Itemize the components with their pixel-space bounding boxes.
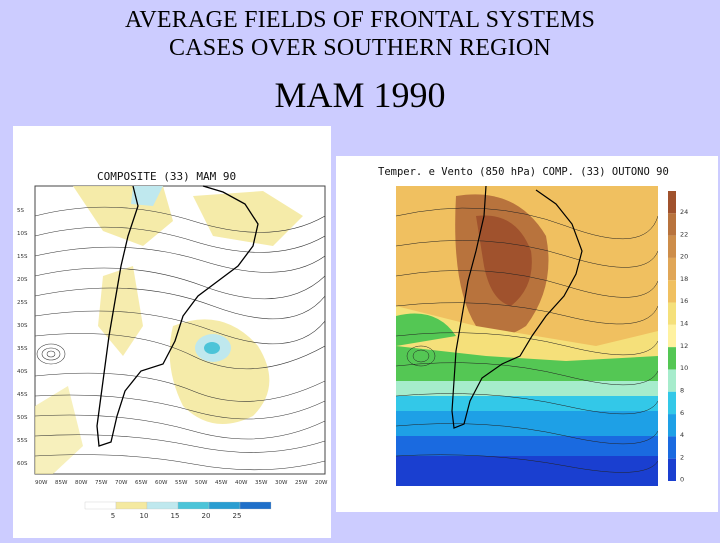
colorbar-swatch <box>668 369 676 392</box>
colorbar-swatch <box>668 324 676 348</box>
scale-swatch <box>115 501 148 510</box>
colorbar-label: 24 <box>680 208 688 216</box>
scale-swatch <box>146 501 179 510</box>
colorbar-swatch <box>668 436 676 459</box>
lon-label: 60W <box>155 480 168 486</box>
colorbar-swatch <box>668 191 676 214</box>
lon-label: 90W <box>35 480 48 486</box>
lon-label: 25W <box>295 480 308 486</box>
slide-subtitle: MAM 1990 <box>274 75 446 115</box>
lon-label: 65W <box>135 480 148 486</box>
composite-coastline <box>96 185 259 447</box>
colorbar-label: 0 <box>680 476 684 484</box>
colorbar-label: 2 <box>680 453 684 461</box>
scale-label: 25 <box>233 512 242 520</box>
colorbar-label: 22 <box>680 230 688 238</box>
title-line-1: AVERAGE FIELDS OF FRONTAL SYSTEMS <box>124 7 596 33</box>
colorbar-label: 4 <box>680 431 684 439</box>
lat-label: 5S <box>17 208 24 214</box>
scale-label: 5 <box>111 512 115 520</box>
colorbar-label: 14 <box>680 320 688 328</box>
lon-label: 75W <box>95 480 108 486</box>
lon-label: 40W <box>235 480 248 486</box>
composite-lon-labels: 90W 85W 80W 75W 70W 65W 60W 55W 50W 45W 40W 35W 30W 2… <box>35 480 328 486</box>
colorbar-swatch <box>668 347 676 370</box>
colorbar-label: 16 <box>680 297 688 305</box>
temperature-wind-map-title: Temper. e Vento (850 hPa) COMP. (33) OUT… <box>378 166 669 178</box>
colorbar-label: 20 <box>680 253 688 261</box>
scale-swatch <box>208 501 241 510</box>
lon-label: 45W <box>215 480 228 486</box>
lat-label: 50S <box>17 415 28 421</box>
colorbar-swatch <box>668 458 676 481</box>
colorbar-swatch <box>668 213 676 236</box>
scale-label: 20 <box>202 512 211 520</box>
colorbar-label: 10 <box>680 364 688 372</box>
colorbar-label: 8 <box>680 386 684 394</box>
composite-map-panel: 5S 10S 15S 20S 25S 30S 35S 40S 45S 50S 55S 60S 90W 8… <box>13 126 331 538</box>
lat-label: 30S <box>17 323 28 329</box>
lon-label: 20W <box>315 480 328 486</box>
wind-streamlines <box>396 207 658 473</box>
lat-label: 40S <box>17 369 28 375</box>
colorbar-swatch <box>668 257 676 281</box>
scale-swatch <box>177 501 210 510</box>
colorbar-swatch <box>668 235 676 258</box>
lon-label: 80W <box>75 480 88 486</box>
lat-label: 10S <box>17 231 28 237</box>
lat-label: 55S <box>17 438 28 444</box>
lon-label: 70W <box>115 480 128 486</box>
composite-streamlines <box>35 206 325 471</box>
colorbar-label: 12 <box>680 342 688 350</box>
lon-label: 30W <box>275 480 288 486</box>
lat-label: 35S <box>17 346 28 352</box>
temperature-coastline <box>451 185 583 429</box>
lon-label: 85W <box>55 480 68 486</box>
colorbar-swatch <box>668 280 676 303</box>
lat-label: 20S <box>17 277 28 283</box>
title-line-2: CASES OVER SOUTHERN REGION <box>169 35 551 61</box>
colorbar-swatch <box>668 302 676 325</box>
composite-lat-labels: 5S 10S 15S 20S 25S 30S 35S 40S 45S 50S 55S 60S <box>17 208 28 467</box>
lon-label: 50W <box>195 480 208 486</box>
composite-map-title: COMPOSITE (33) MAM 90 <box>97 170 237 183</box>
lat-label: 60S <box>17 461 28 467</box>
lon-label: 55W <box>175 480 188 486</box>
scale-swatch <box>84 501 117 510</box>
scale-label: 10 <box>140 512 149 520</box>
lon-label: 35W <box>255 480 268 486</box>
composite-map-svg: 5S 10S 15S 20S 25S 30S 35S 40S 45S 50S 55S 60S 90W 8… <box>17 185 328 520</box>
colorbar-label: 6 <box>680 409 684 417</box>
lat-label: 45S <box>17 392 28 398</box>
temperature-shading <box>396 186 658 486</box>
composite-color-scale: 5 10 15 20 25 <box>84 501 272 520</box>
scale-swatch <box>239 501 272 510</box>
lat-label: 15S <box>17 254 28 260</box>
slide-title: AVERAGE FIELDS OF FRONTAL SYSTEMS CASES … <box>0 6 720 62</box>
colorbar-swatch <box>668 414 676 437</box>
lat-label: 25S <box>17 300 28 306</box>
colorbar-label: 18 <box>680 275 688 283</box>
colorbar-swatch <box>668 391 676 415</box>
temperature-wind-map-panel: 24 22 20 18 16 14 12 10 8 6 4 2 0 Temper. e Vento (8… <box>336 156 718 512</box>
scale-label: 15 <box>171 512 180 520</box>
